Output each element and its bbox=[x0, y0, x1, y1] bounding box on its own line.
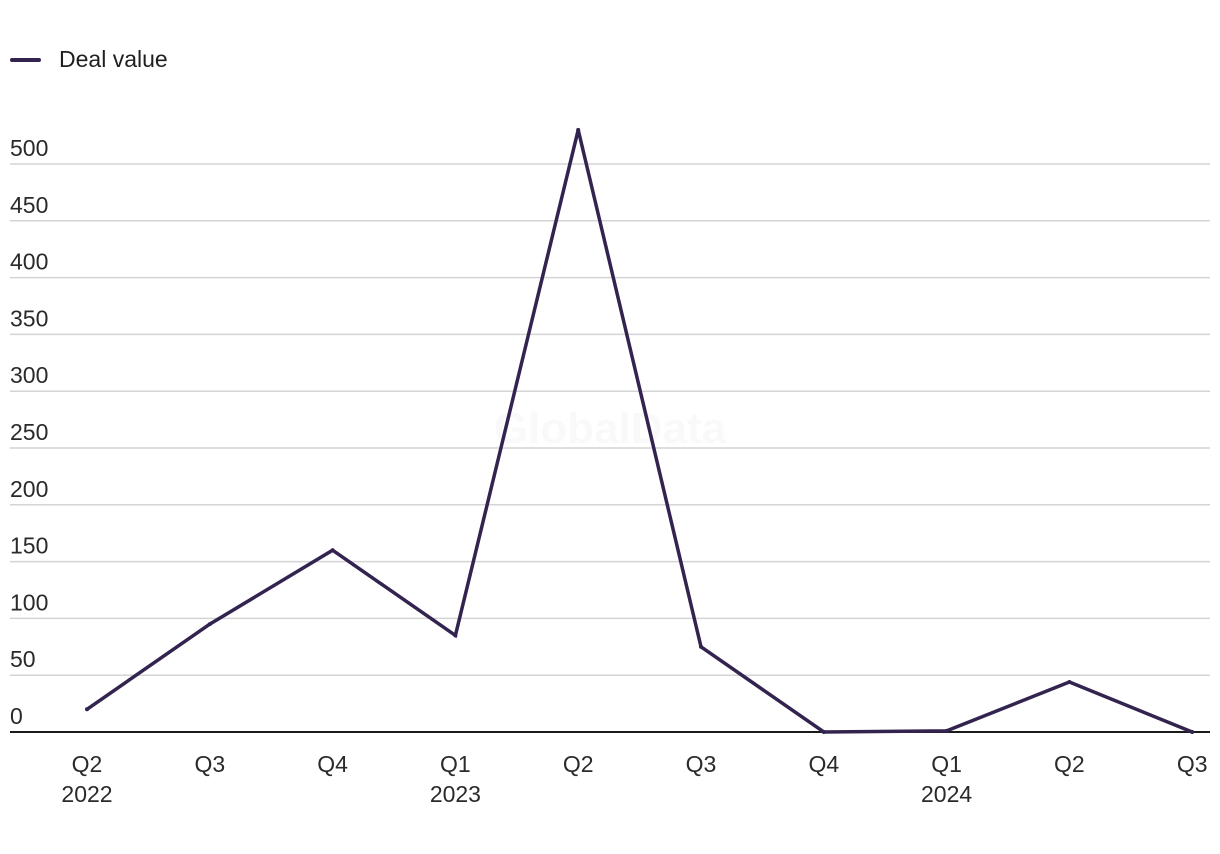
data-point bbox=[330, 548, 335, 553]
x-tick-year-label: 2023 bbox=[430, 781, 481, 807]
y-tick-label: 450 bbox=[10, 192, 48, 218]
y-tick-label: 350 bbox=[10, 305, 48, 331]
x-tick-label: Q4 bbox=[317, 751, 348, 777]
data-point bbox=[821, 730, 826, 734]
watermark-layer: GlobalData bbox=[494, 404, 727, 453]
grid-layer bbox=[10, 163, 1210, 733]
data-point bbox=[207, 622, 212, 627]
x-tick-label: Q3 bbox=[194, 751, 225, 777]
x-tick-label: Q1 bbox=[440, 751, 471, 777]
data-point bbox=[944, 728, 949, 733]
data-point bbox=[576, 127, 581, 132]
y-tick-label: 500 bbox=[10, 135, 48, 161]
x-tick-year-label: 2024 bbox=[921, 781, 972, 807]
series-layer bbox=[85, 127, 1195, 734]
y-tick-label: 400 bbox=[10, 249, 48, 275]
series-line-deal-value bbox=[85, 129, 1194, 734]
legend: Deal value bbox=[10, 46, 168, 73]
legend-label: Deal value bbox=[59, 46, 168, 72]
y-tick-label: 50 bbox=[10, 646, 36, 672]
y-tick-label: 200 bbox=[10, 476, 48, 502]
data-point bbox=[453, 633, 458, 638]
data-point bbox=[1190, 730, 1195, 734]
x-tick-label: Q1 bbox=[931, 751, 962, 777]
x-tick-label: Q2 bbox=[563, 751, 594, 777]
x-tick-label: Q3 bbox=[686, 751, 717, 777]
x-tick-label: Q2 bbox=[72, 751, 103, 777]
y-tick-label: 300 bbox=[10, 362, 48, 388]
x-tick-label: Q2 bbox=[1054, 751, 1085, 777]
y-axis: 0 50 100 150 200 250 300 350 400 450 500 bbox=[10, 135, 48, 729]
data-point bbox=[1067, 680, 1072, 685]
legend-line-swatch bbox=[10, 57, 41, 62]
watermark: GlobalData bbox=[494, 404, 727, 453]
data-point bbox=[85, 707, 89, 712]
x-axis: Q2 2022 Q3 Q4 Q1 2023 Q2 Q3 Q4 Q1 2024 Q2 Q3 bbox=[61, 751, 1207, 807]
x-tick-label: Q3 bbox=[1177, 751, 1208, 777]
y-tick-label: 150 bbox=[10, 533, 48, 559]
y-tick-label: 0 bbox=[10, 703, 23, 729]
y-tick-label: 100 bbox=[10, 589, 48, 615]
data-point bbox=[699, 644, 703, 649]
x-tick-label: Q4 bbox=[808, 751, 839, 777]
x-tick-year-label: 2022 bbox=[61, 781, 112, 807]
y-tick-label: 250 bbox=[10, 419, 48, 445]
